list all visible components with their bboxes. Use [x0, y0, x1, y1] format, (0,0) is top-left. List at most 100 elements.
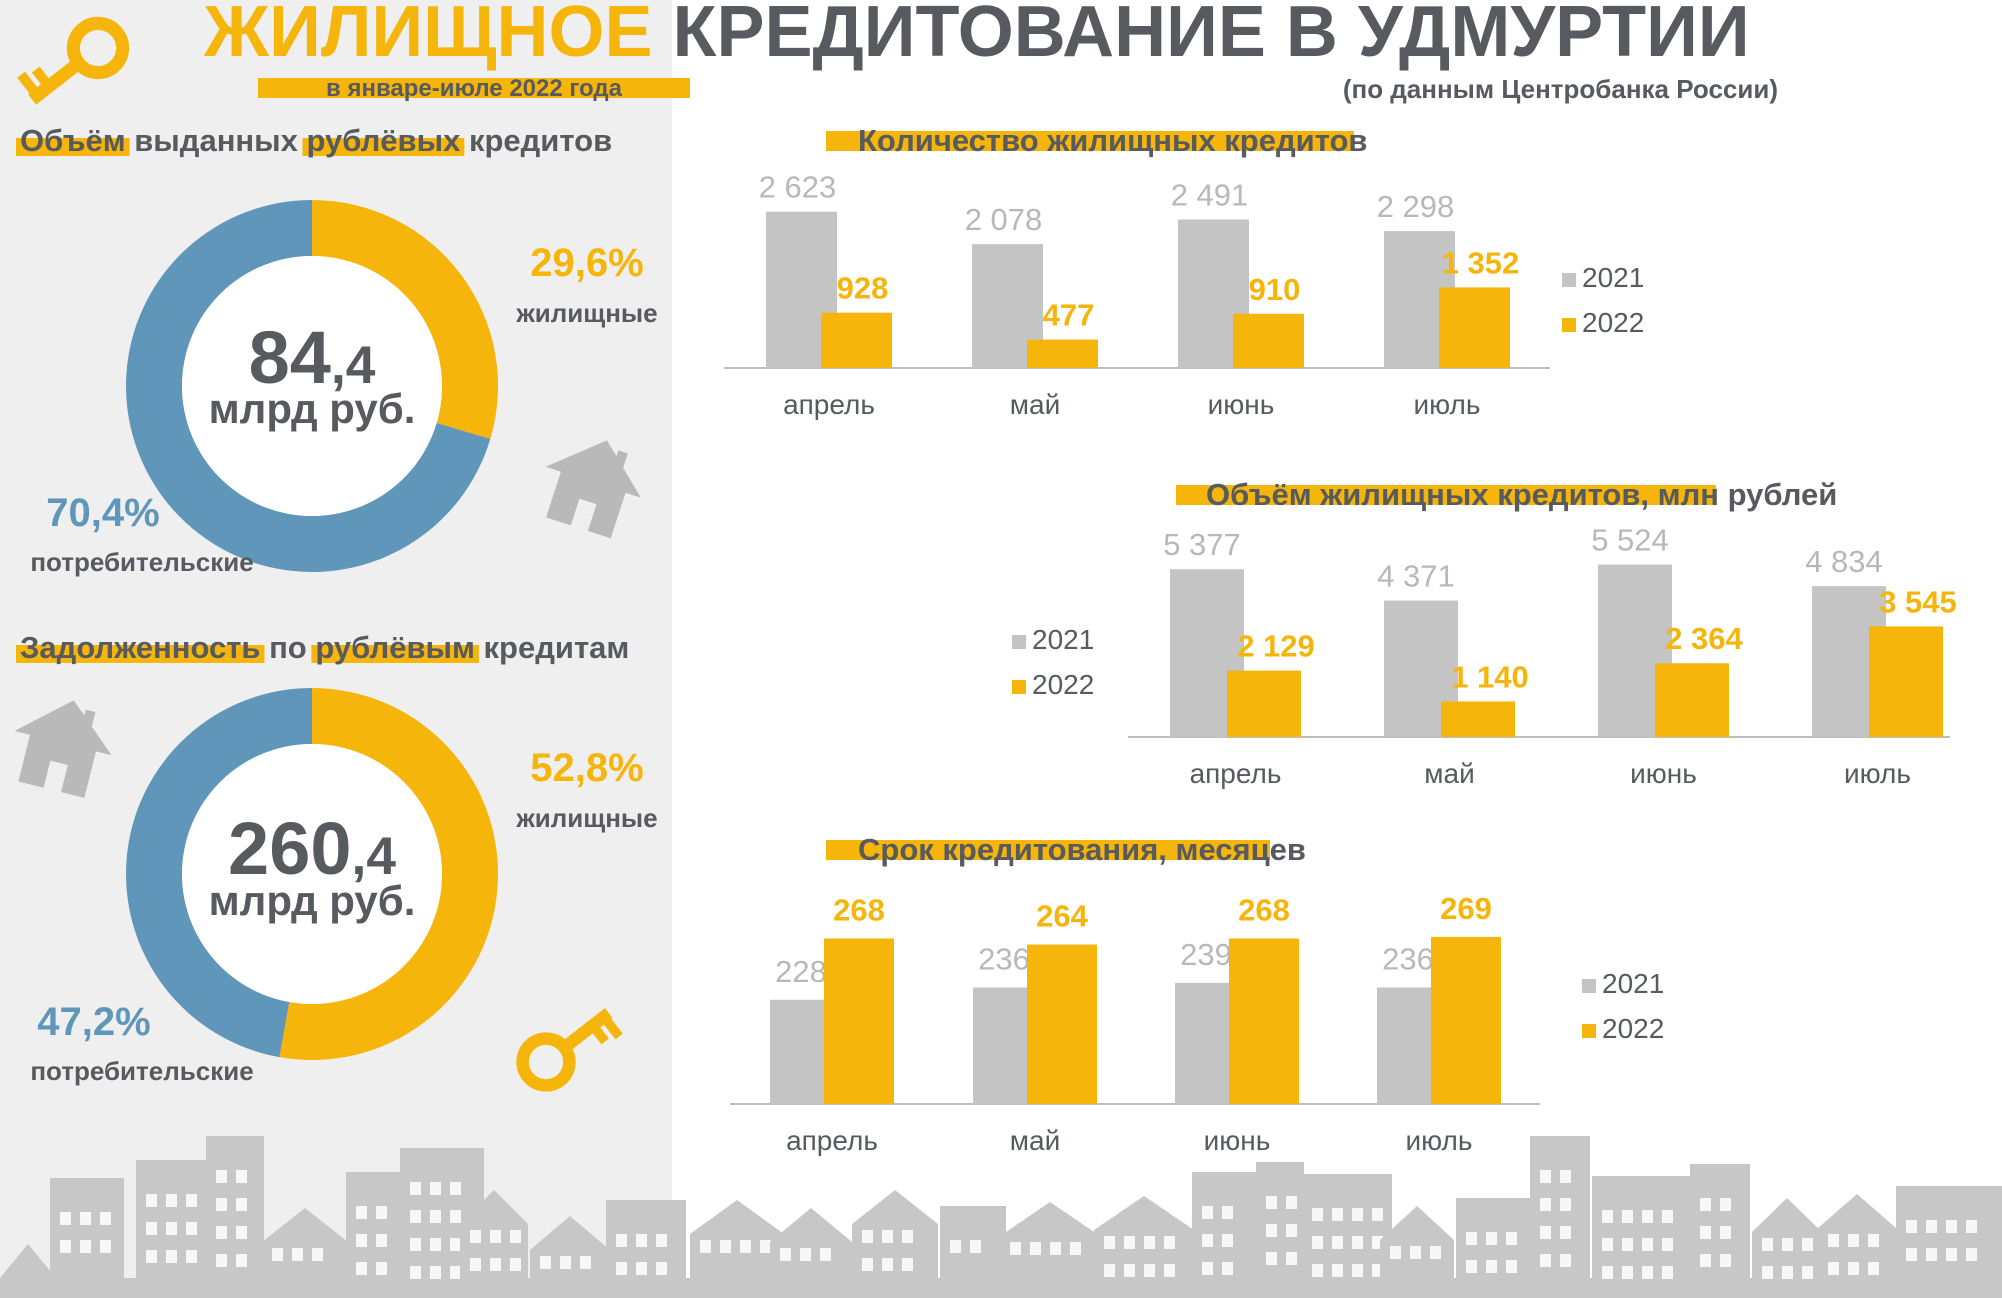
legend-label: 2021 [1582, 262, 1644, 293]
donut-center-dec: ,4 [331, 336, 376, 395]
skyline-window [1372, 1264, 1383, 1277]
skyline-window [1782, 1266, 1793, 1279]
skyline-window [1222, 1262, 1233, 1275]
skyline-window [1312, 1208, 1323, 1221]
skyline-window [1602, 1266, 1613, 1279]
skyline-window [1266, 1224, 1277, 1237]
key-tooth [31, 66, 50, 86]
bar-chart: Объём жилищных кредитов, млн рублей 5 377… [1012, 477, 1957, 789]
skyline-window [1560, 1198, 1571, 1211]
skyline-window [60, 1212, 71, 1225]
skyline-window [1030, 1242, 1041, 1255]
skyline-window [430, 1238, 441, 1251]
skyline-window [376, 1234, 387, 1247]
skyline-window [356, 1262, 367, 1275]
bar-value-label: 3 545 [1879, 584, 1957, 619]
legend-swatch [1582, 1024, 1596, 1038]
left-column: Объём выданных рублёвых кредитов Задолжен… [16, 123, 658, 1086]
skyline-window [1164, 1264, 1175, 1277]
legend-label: 2022 [1582, 307, 1644, 338]
skyline-window [1332, 1264, 1343, 1277]
source-note: (по данным Центробанка России) [1343, 74, 1778, 104]
skyline-window [236, 1226, 247, 1239]
key-shaft [556, 1008, 613, 1056]
bar-value-label: 264 [1036, 899, 1088, 934]
key-tooth [17, 71, 39, 95]
skyline-window [430, 1266, 441, 1279]
skyline-window [1868, 1234, 1879, 1247]
skyline-window [1124, 1264, 1135, 1277]
skyline-window [636, 1234, 647, 1247]
skyline-house [690, 1200, 784, 1298]
bar [1027, 944, 1097, 1104]
period-label: в январе-июле 2022 года [326, 75, 623, 102]
legend-label: 2022 [1032, 669, 1094, 700]
skyline-window [560, 1256, 571, 1269]
legend-label: 2021 [1602, 968, 1664, 999]
legend-swatch [1012, 680, 1026, 694]
skyline-window [740, 1240, 751, 1253]
skyline-window [902, 1230, 913, 1243]
bar-value-label: 236 [1382, 941, 1434, 976]
skyline-window [1622, 1238, 1633, 1251]
chart-title: Объём жилищных кредитов, млн рублей [1206, 477, 1837, 512]
chart-title-highlight [1176, 485, 1716, 505]
skyline-window [1662, 1266, 1673, 1279]
skyline-window [1642, 1266, 1653, 1279]
legend-label: 2022 [1602, 1013, 1664, 1044]
skyline-window [950, 1240, 961, 1253]
skyline-window [882, 1258, 893, 1271]
skyline-building [1592, 1176, 1692, 1298]
skyline-window [760, 1240, 771, 1253]
skyline-window [1266, 1252, 1277, 1265]
donut-center-dec: ,4 [352, 827, 397, 886]
donut-housing-label: жилищные [515, 803, 657, 833]
skyline-window [1848, 1234, 1859, 1247]
skyline-window [970, 1240, 981, 1253]
page-title: ЖИЛИЩНОЕ КРЕДИТОВАНИЕ В УДМУРТИИ [203, 0, 1750, 72]
house-icon [545, 440, 641, 539]
skyline-window [490, 1258, 501, 1271]
bar [1655, 663, 1729, 737]
skyline-window [80, 1240, 91, 1253]
category-label: июль [1844, 758, 1911, 789]
skyline-window [292, 1248, 303, 1261]
bar-value-label: 236 [978, 941, 1030, 976]
skyline-window [1926, 1220, 1937, 1233]
donut-slice [126, 200, 491, 572]
skyline-window [1144, 1264, 1155, 1277]
skyline-window [1662, 1210, 1673, 1223]
skyline-window [540, 1256, 551, 1269]
bar-value-label: 2 129 [1237, 629, 1315, 664]
category-label: май [1424, 758, 1474, 789]
skyline-window [1486, 1232, 1497, 1245]
bar-value-label: 2 623 [759, 170, 837, 205]
skyline-window [510, 1258, 521, 1271]
key-tooth [591, 1026, 609, 1045]
skyline-window [862, 1258, 873, 1271]
skyline-window [1540, 1254, 1551, 1267]
bar-value-label: 228 [775, 954, 827, 989]
category-label: июнь [1204, 1125, 1271, 1156]
skyline-window [166, 1250, 177, 1263]
skyline-window [1332, 1236, 1343, 1249]
donut-center-int: 260 [228, 807, 351, 890]
skyline-window [216, 1226, 227, 1239]
skyline-window [60, 1240, 71, 1253]
heading-word-highlight: рублёвых [298, 123, 461, 158]
skyline-window [356, 1234, 367, 1247]
skyline-window [272, 1248, 283, 1261]
skyline-window [1560, 1254, 1571, 1267]
skyline-window [450, 1210, 461, 1223]
skyline-window [1372, 1236, 1383, 1249]
skyline-window [186, 1194, 197, 1207]
bar-value-label: 239 [1180, 937, 1232, 972]
bar-value-label: 477 [1043, 298, 1095, 333]
skyline-window [1802, 1266, 1813, 1279]
skyline-house [262, 1208, 348, 1298]
skyline-window [1782, 1238, 1793, 1251]
skyline-window [1720, 1198, 1731, 1211]
skyline-window [146, 1250, 157, 1263]
legend-swatch [1582, 979, 1596, 993]
